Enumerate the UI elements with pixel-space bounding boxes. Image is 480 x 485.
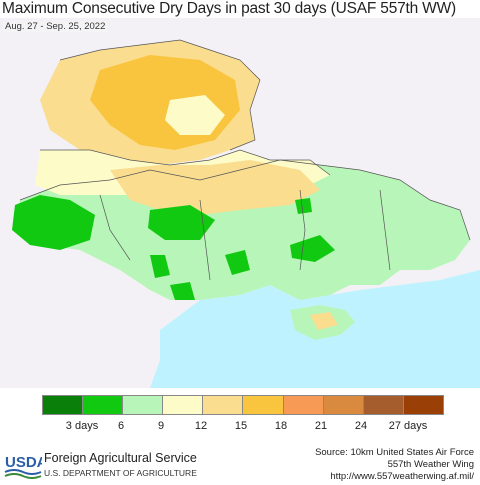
legend-swatch (243, 396, 284, 414)
source-line: Source: 10km United States Air Force (315, 447, 474, 458)
legend-tick-label: 27 days (388, 420, 428, 432)
legend-tick-label: 24 (354, 420, 368, 432)
usda-logo: USDA (4, 454, 42, 479)
legend-swatch (203, 396, 244, 414)
legend-swatch (403, 396, 443, 414)
legend-swatch (163, 396, 204, 414)
green-patch-3 (225, 250, 250, 275)
agency-name: Foreign Agricultural Service (44, 451, 197, 465)
date-range: Aug. 27 - Sep. 25, 2022 (3, 21, 108, 32)
legend-swatch (83, 396, 124, 414)
svg-text:USDA: USDA (5, 454, 42, 471)
source-info: Source: 10km United States Air Force 557… (315, 447, 474, 483)
legend-tick-label: 6 (117, 420, 125, 432)
legend-swatch (323, 396, 364, 414)
moldova-romania-green (12, 195, 95, 250)
green-patch-4 (150, 255, 170, 278)
green-patch-5 (170, 282, 195, 300)
legend-swatch (283, 396, 324, 414)
legend-ticks: 3 days 6 9 12 15 18 21 24 27 days (0, 420, 480, 434)
legend-swatch (363, 396, 404, 414)
legend-swatch (43, 396, 84, 414)
footer: USDA Foreign Agricultural Service U.S. D… (0, 447, 480, 485)
legend-tick-label: 18 (274, 420, 288, 432)
admin-borders (19, 39, 471, 281)
color-legend (42, 395, 444, 415)
central-ukraine-yellow (110, 160, 320, 215)
legend-tick-label: 15 (234, 420, 248, 432)
green-patch-2 (290, 235, 335, 262)
legend-tick-label: 3 days (65, 420, 99, 432)
department-name: U.S. DEPARTMENT OF AGRICULTURE (44, 468, 197, 478)
belarus-pale-core (165, 95, 225, 135)
legend-swatch (123, 396, 164, 414)
legend-tick-label: 12 (194, 420, 208, 432)
green-patch-1 (148, 205, 215, 240)
dry-days-map (0, 18, 480, 388)
legend-tick-label: 9 (157, 420, 165, 432)
source-link[interactable]: http://www.557weatherwing.af.mil/ (330, 471, 474, 482)
crimea-yellow (310, 312, 338, 330)
source-line: 557th Weather Wing (387, 459, 474, 470)
green-patch-6 (295, 198, 312, 214)
map-title: Maximum Consecutive Dry Days in past 30 … (2, 0, 456, 17)
legend-tick-label: 21 (314, 420, 328, 432)
